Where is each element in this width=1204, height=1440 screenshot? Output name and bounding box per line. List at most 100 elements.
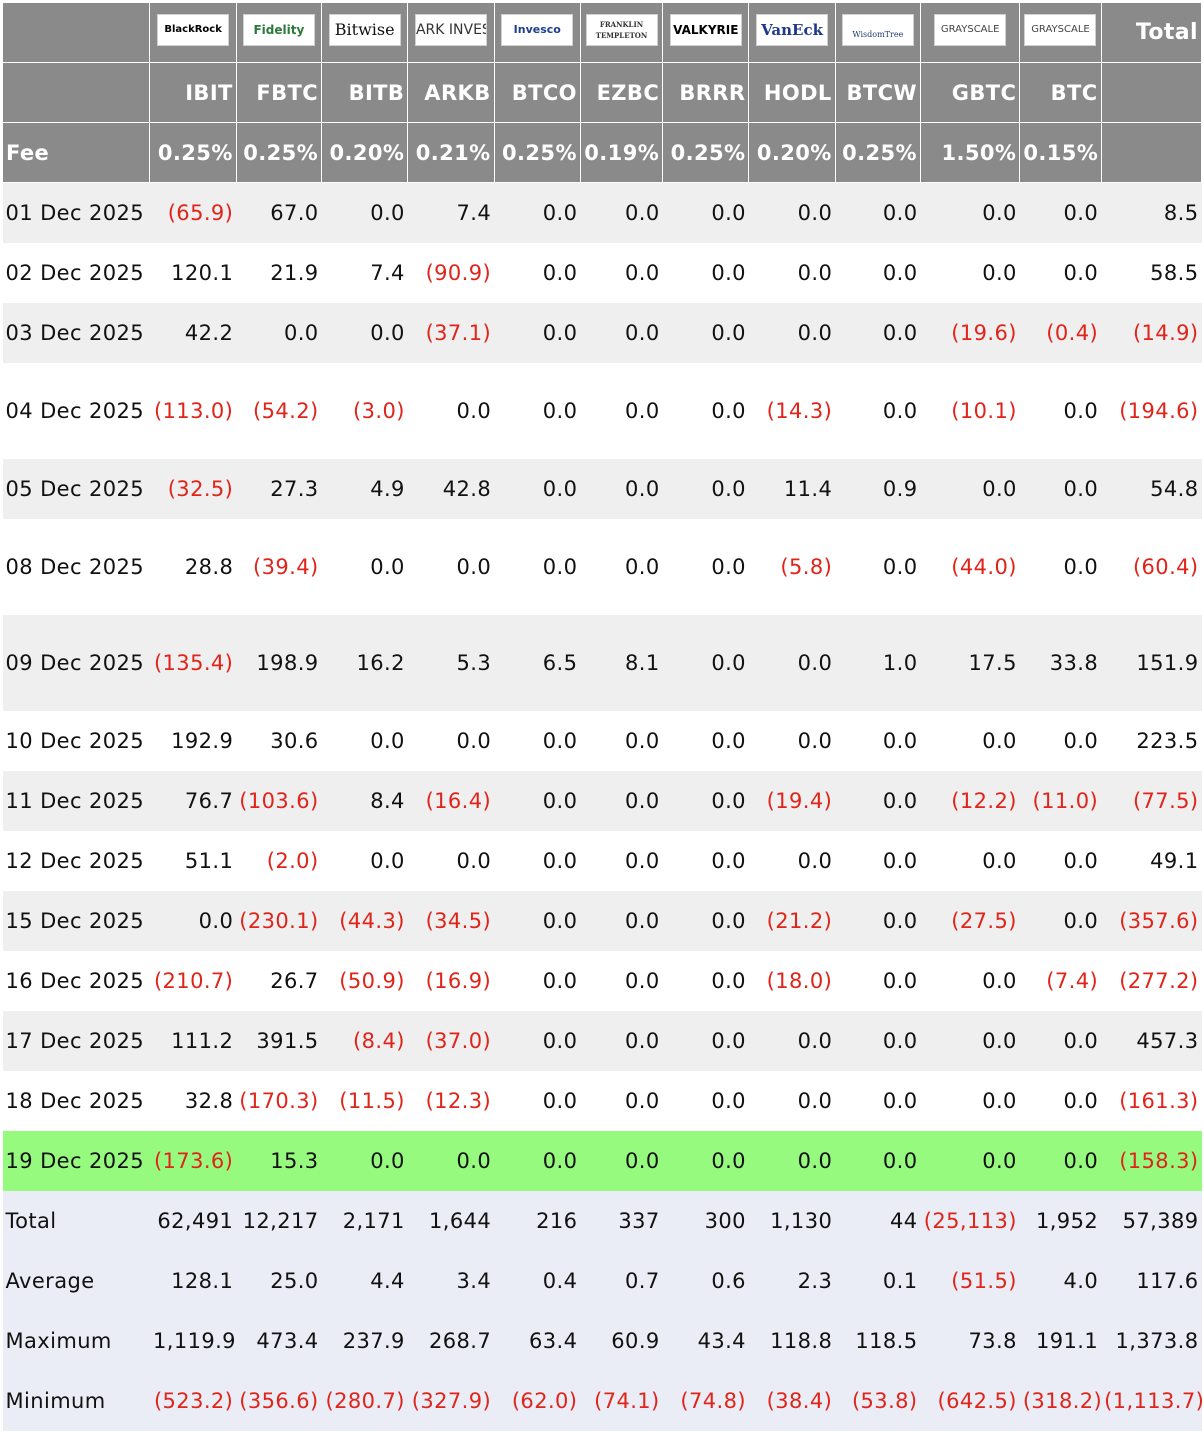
issuer-logo-cell: FRANKLIN TEMPLETON bbox=[579, 2, 664, 63]
row-date: 04 Dec 2025 bbox=[2, 362, 150, 459]
ticker-corner-cell bbox=[1, 62, 151, 123]
logo-row: BlackRock Fidelity Bitwise ARK INVEST In… bbox=[1, 2, 1203, 63]
flow-row: 09 Dec 2025 (135.4) 198.9 16.2 5.3 6.5 8.1 0.0 0… bbox=[2, 614, 1202, 711]
flow-value: 0.0 bbox=[321, 1130, 408, 1191]
flow-value: 0.0 bbox=[407, 710, 495, 771]
summary-value: 3.4 bbox=[407, 1250, 495, 1311]
flow-value: 6.5 bbox=[494, 614, 581, 711]
summary-value: 44 bbox=[835, 1190, 921, 1251]
summary-value: (318.2) bbox=[1019, 1370, 1102, 1431]
fee-value: 0.25% bbox=[834, 122, 922, 183]
summary-value: 473.4 bbox=[236, 1310, 322, 1371]
ticker-header: BTC bbox=[1019, 62, 1102, 123]
flow-value: 0.0 bbox=[407, 830, 495, 891]
summary-value: 1,952 bbox=[1019, 1190, 1102, 1251]
summary-label: Average bbox=[2, 1250, 150, 1311]
flow-value: 0.0 bbox=[321, 182, 408, 243]
summary-value: 1,119.9 bbox=[149, 1310, 237, 1371]
flow-value: 28.8 bbox=[149, 518, 237, 615]
flow-value: 0.0 bbox=[494, 950, 581, 1011]
flow-row: 17 Dec 2025 111.2 391.5 (8.4) (37.0) 0.0 0.0 0.… bbox=[2, 1010, 1202, 1071]
issuer-logo-cell: BlackRock bbox=[149, 2, 237, 63]
flow-value: 111.2 bbox=[149, 1010, 237, 1071]
flow-value: (12.2) bbox=[920, 770, 1020, 831]
ticker-header: FBTC bbox=[235, 62, 323, 123]
flow-value: 0.0 bbox=[920, 1010, 1020, 1071]
grayscale-logo: GRAYSCALE bbox=[934, 14, 1007, 46]
flow-value: 0.0 bbox=[920, 182, 1020, 243]
flow-value: 0.0 bbox=[920, 710, 1020, 771]
flow-row: 08 Dec 2025 28.8 (39.4) 0.0 0.0 0.0 0.0 0.0 (5.8… bbox=[2, 518, 1202, 615]
summary-value: 0.1 bbox=[835, 1250, 921, 1311]
flow-value: 0.0 bbox=[920, 830, 1020, 891]
flow-value: (19.6) bbox=[920, 302, 1020, 363]
row-date: 03 Dec 2025 bbox=[2, 302, 150, 363]
fee-value: 0.20% bbox=[321, 122, 409, 183]
flow-row: 19 Dec 2025 (173.6) 15.3 0.0 0.0 0.0 0.0 0.0 0.0… bbox=[2, 1130, 1202, 1191]
summary-value: 117.6 bbox=[1101, 1250, 1202, 1311]
ticker-header: IBIT bbox=[149, 62, 237, 123]
issuer-logo-cell: Bitwise bbox=[321, 2, 409, 63]
summary-value: 300 bbox=[662, 1190, 749, 1251]
flow-value: 192.9 bbox=[149, 710, 237, 771]
flow-value: (32.5) bbox=[149, 458, 237, 519]
total-column-header: Total bbox=[1100, 2, 1203, 63]
flow-value: 0.0 bbox=[662, 710, 749, 771]
flow-value: (16.4) bbox=[407, 770, 495, 831]
flow-value: 0.0 bbox=[920, 1070, 1020, 1131]
franklin-templeton-logo: FRANKLIN TEMPLETON bbox=[585, 14, 658, 46]
flow-value: (135.4) bbox=[149, 614, 237, 711]
daily-flows: 01 Dec 2025 (65.9) 67.0 0.0 7.4 0.0 0.0 0.0 0.0 0… bbox=[2, 182, 1202, 1191]
flow-value: 21.9 bbox=[236, 242, 322, 303]
summary-value: 0.4 bbox=[494, 1250, 581, 1311]
flow-value: (173.6) bbox=[149, 1130, 237, 1191]
summary-value: 1,130 bbox=[748, 1190, 836, 1251]
flow-value: 42.2 bbox=[149, 302, 237, 363]
flow-value: 0.0 bbox=[748, 1070, 836, 1131]
summary-value: (280.7) bbox=[321, 1370, 408, 1431]
row-total-value: 58.5 bbox=[1101, 242, 1202, 303]
flow-value: 0.0 bbox=[580, 302, 663, 363]
flow-value: (21.2) bbox=[748, 890, 836, 951]
flow-value: 0.0 bbox=[1019, 1010, 1102, 1071]
flow-row: 01 Dec 2025 (65.9) 67.0 0.0 7.4 0.0 0.0 0.0 0.0 0… bbox=[2, 182, 1202, 243]
invesco-logo: Invesco bbox=[501, 14, 574, 46]
flow-value: 0.0 bbox=[748, 182, 836, 243]
flow-value: 0.0 bbox=[748, 710, 836, 771]
flow-value: (103.6) bbox=[236, 770, 322, 831]
flow-value: 0.0 bbox=[494, 1130, 581, 1191]
flow-value: 0.0 bbox=[494, 710, 581, 771]
flow-value: 0.0 bbox=[494, 302, 581, 363]
flow-value: 0.0 bbox=[835, 1070, 921, 1131]
fee-value: 0.25% bbox=[493, 122, 581, 183]
flow-value: 0.0 bbox=[407, 518, 495, 615]
summary-value: 128.1 bbox=[149, 1250, 237, 1311]
summary-label: Total bbox=[2, 1190, 150, 1251]
flow-value: (18.0) bbox=[748, 950, 836, 1011]
summary-value: (53.8) bbox=[835, 1370, 921, 1431]
row-total-value: (161.3) bbox=[1101, 1070, 1202, 1131]
summary-value: (38.4) bbox=[748, 1370, 836, 1431]
flow-row: 15 Dec 2025 0.0 (230.1) (44.3) (34.5) 0.0 0.0 0… bbox=[2, 890, 1202, 951]
flow-value: 0.0 bbox=[494, 1070, 581, 1131]
flow-row: 04 Dec 2025 (113.0) (54.2) (3.0) 0.0 0.0 0.0 0.… bbox=[2, 362, 1202, 459]
row-total-value: (60.4) bbox=[1101, 518, 1202, 615]
flow-value: 0.0 bbox=[835, 518, 921, 615]
flow-value: 0.0 bbox=[580, 1070, 663, 1131]
summary-value: 25.0 bbox=[236, 1250, 322, 1311]
flow-value: 67.0 bbox=[236, 182, 322, 243]
flow-value: (210.7) bbox=[149, 950, 237, 1011]
flow-value: (170.3) bbox=[236, 1070, 322, 1131]
flow-value: 0.0 bbox=[236, 302, 322, 363]
flow-value: 0.0 bbox=[662, 1070, 749, 1131]
flow-value: 0.0 bbox=[920, 950, 1020, 1011]
fee-value: 0.20% bbox=[748, 122, 836, 183]
summary-value: 268.7 bbox=[407, 1310, 495, 1371]
summary-value: (25,113) bbox=[920, 1190, 1020, 1251]
flow-row: 10 Dec 2025 192.9 30.6 0.0 0.0 0.0 0.0 0.0 0.0 0.… bbox=[2, 710, 1202, 771]
flow-value: (54.2) bbox=[236, 362, 322, 459]
row-total-value: 54.8 bbox=[1101, 458, 1202, 519]
summary-value: 63.4 bbox=[494, 1310, 581, 1371]
flow-row: 18 Dec 2025 32.8 (170.3) (11.5) (12.3) 0.0 0.0… bbox=[2, 1070, 1202, 1131]
flow-value: 0.0 bbox=[321, 518, 408, 615]
